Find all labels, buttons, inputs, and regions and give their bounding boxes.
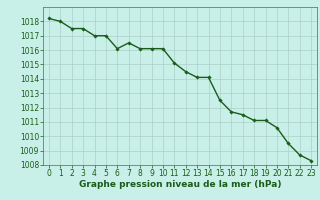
X-axis label: Graphe pression niveau de la mer (hPa): Graphe pression niveau de la mer (hPa) xyxy=(79,180,281,189)
